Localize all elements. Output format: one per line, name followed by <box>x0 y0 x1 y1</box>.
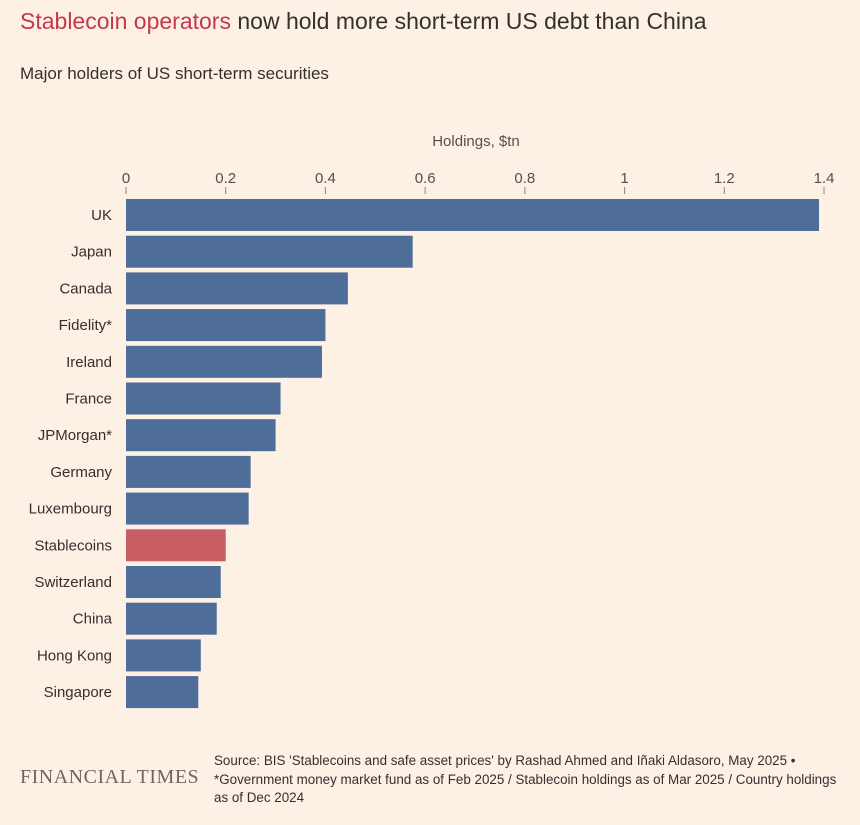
bar-france <box>126 382 281 415</box>
x-tick-label: 0.2 <box>215 170 236 187</box>
title-highlight: Stablecoin operators <box>20 8 231 34</box>
bar-canada <box>126 272 348 305</box>
title-rest: now hold more short-term US debt than Ch… <box>230 8 707 34</box>
bar-luxembourg <box>126 492 249 525</box>
category-label: Ireland <box>66 354 112 371</box>
x-tick-label: 0.8 <box>514 170 535 187</box>
category-labels: UK Japan Canada Fidelity* Ireland France JPMor… <box>29 207 113 701</box>
category-label: China <box>73 611 113 628</box>
bar-jpmorgan <box>126 419 276 452</box>
x-tick-label: 1 <box>620 170 628 187</box>
source-line-2: *Government money market fund as of Feb … <box>214 771 837 806</box>
bars <box>126 199 820 709</box>
category-label: Canada <box>59 280 112 297</box>
bar-hong-kong <box>126 639 201 672</box>
bar-chart: Holdings, $tn 0 0.2 0.4 0.6 0.8 1 1.2 1.4 UK Jap… <box>29 133 835 709</box>
x-axis-ticks: 0 0.2 0.4 0.6 0.8 1 1.2 1.4 <box>122 170 835 194</box>
x-tick-label: 0.6 <box>415 170 436 187</box>
category-label: Luxembourg <box>29 501 112 518</box>
bar-germany <box>126 455 251 488</box>
category-label: Germany <box>50 464 112 481</box>
category-label: Hong Kong <box>37 647 112 664</box>
x-tick-label: 0 <box>122 170 130 187</box>
category-label: France <box>65 391 112 408</box>
bar-fidelity <box>126 309 326 342</box>
ft-logo: FINANCIAL TIMES <box>20 766 200 788</box>
bar-singapore <box>126 676 199 709</box>
bar-ireland <box>126 345 322 378</box>
bar-uk <box>126 199 820 231</box>
category-label: UK <box>91 207 112 224</box>
x-axis-label: Holdings, $tn <box>432 133 520 150</box>
bar-japan <box>126 235 413 268</box>
source-line-1: Source: BIS 'Stablecoins and safe asset … <box>214 753 796 768</box>
bar-switzerland <box>126 566 221 598</box>
category-label: Stablecoins <box>34 537 112 554</box>
chart-subtitle: Major holders of US short-term securitie… <box>20 64 329 83</box>
chart-title: Stablecoin operators now hold more short… <box>20 6 707 36</box>
x-tick-label: 1.2 <box>714 170 735 187</box>
bar-stablecoins <box>126 529 226 562</box>
x-tick-label: 1.4 <box>814 170 835 187</box>
bar-china <box>126 602 217 635</box>
category-label: Switzerland <box>34 574 112 591</box>
category-label: JPMorgan* <box>38 427 112 444</box>
category-label: Japan <box>71 244 112 261</box>
category-label: Singapore <box>44 684 112 701</box>
x-tick-label: 0.4 <box>315 170 336 187</box>
source-note: Source: BIS 'Stablecoins and safe asset … <box>214 752 844 808</box>
category-label: Fidelity* <box>59 317 113 334</box>
